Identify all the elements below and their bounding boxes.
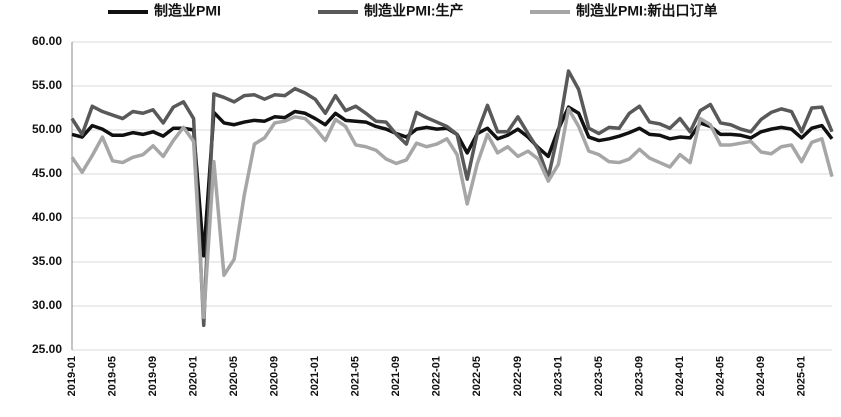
x-tick-label: 2023-01: [552, 356, 564, 396]
x-tick-label: 2023-09: [633, 356, 645, 396]
x-tick-label: 2021-09: [390, 356, 402, 396]
x-tick-label: 2019-09: [147, 356, 159, 396]
legend-label: 制造业PMI:新出口订单: [576, 3, 718, 19]
series-line: [70, 107, 834, 320]
y-tick-label: 45.00: [32, 166, 62, 180]
x-tick-label: 2023-05: [593, 356, 605, 396]
y-tick-label: 25.00: [32, 342, 62, 356]
x-tick-label: 2020-01: [188, 356, 200, 396]
x-tick-label: 2024-09: [755, 356, 767, 396]
legend-label: 制造业PMI: [154, 3, 221, 19]
x-tick-label: 2019-05: [106, 356, 118, 396]
y-tick-label: 30.00: [32, 298, 62, 312]
y-tick-label: 35.00: [32, 254, 62, 268]
x-tick-label: 2022-05: [471, 356, 483, 396]
x-tick-label: 2022-01: [431, 356, 443, 396]
x-tick-label: 2024-01: [674, 356, 686, 396]
x-tick-label: 2024-05: [714, 356, 726, 396]
y-tick-label: 60.00: [32, 34, 62, 48]
x-tick-label: 2021-01: [309, 356, 321, 396]
x-tick-label: 2019-01: [66, 356, 78, 396]
y-tick-label: 40.00: [32, 210, 62, 224]
x-tick-label: 2020-09: [269, 356, 281, 396]
legend-label: 制造业PMI:生产: [364, 3, 464, 19]
series-line: [70, 69, 834, 328]
x-tick-label: 2022-09: [512, 356, 524, 396]
x-tick-label: 2020-05: [228, 356, 240, 396]
x-tick-label: 2025-01: [796, 356, 808, 396]
y-tick-label: 55.00: [32, 78, 62, 92]
x-tick-label: 2021-05: [350, 356, 362, 396]
y-tick-label: 50.00: [32, 122, 62, 136]
